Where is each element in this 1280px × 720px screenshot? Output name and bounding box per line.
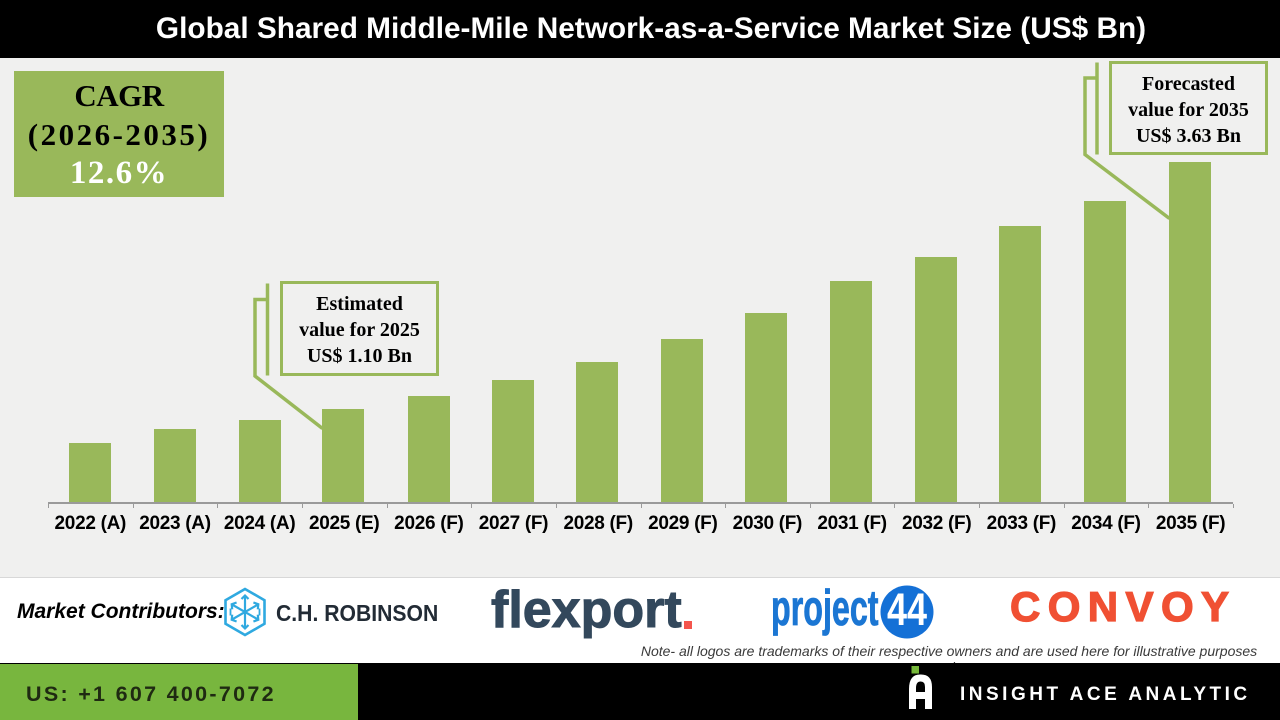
svg-text:44: 44: [887, 585, 927, 635]
